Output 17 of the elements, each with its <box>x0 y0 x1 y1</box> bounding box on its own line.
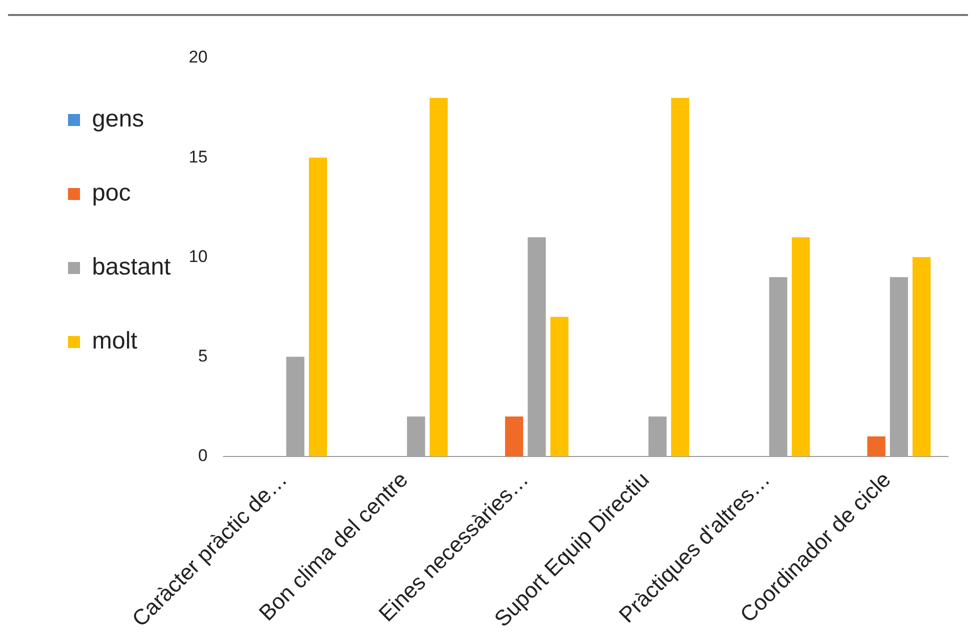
y-tick-label: 5 <box>198 346 208 366</box>
legend-label: bastant <box>92 254 172 281</box>
bar <box>505 416 524 456</box>
y-tick-label: 0 <box>198 446 208 466</box>
bar <box>671 98 690 456</box>
bar <box>308 158 328 456</box>
bar <box>792 237 810 456</box>
y-tick-label: 15 <box>188 147 208 166</box>
legend-label: poc <box>92 180 131 207</box>
y-tick-label: 10 <box>188 246 208 266</box>
legend-label: molt <box>92 328 138 355</box>
legend-label: gens <box>92 106 144 133</box>
bar <box>430 98 448 456</box>
bar <box>550 316 568 456</box>
y-tick-label: 20 <box>188 48 208 67</box>
bar <box>867 436 886 456</box>
bar <box>912 257 931 456</box>
